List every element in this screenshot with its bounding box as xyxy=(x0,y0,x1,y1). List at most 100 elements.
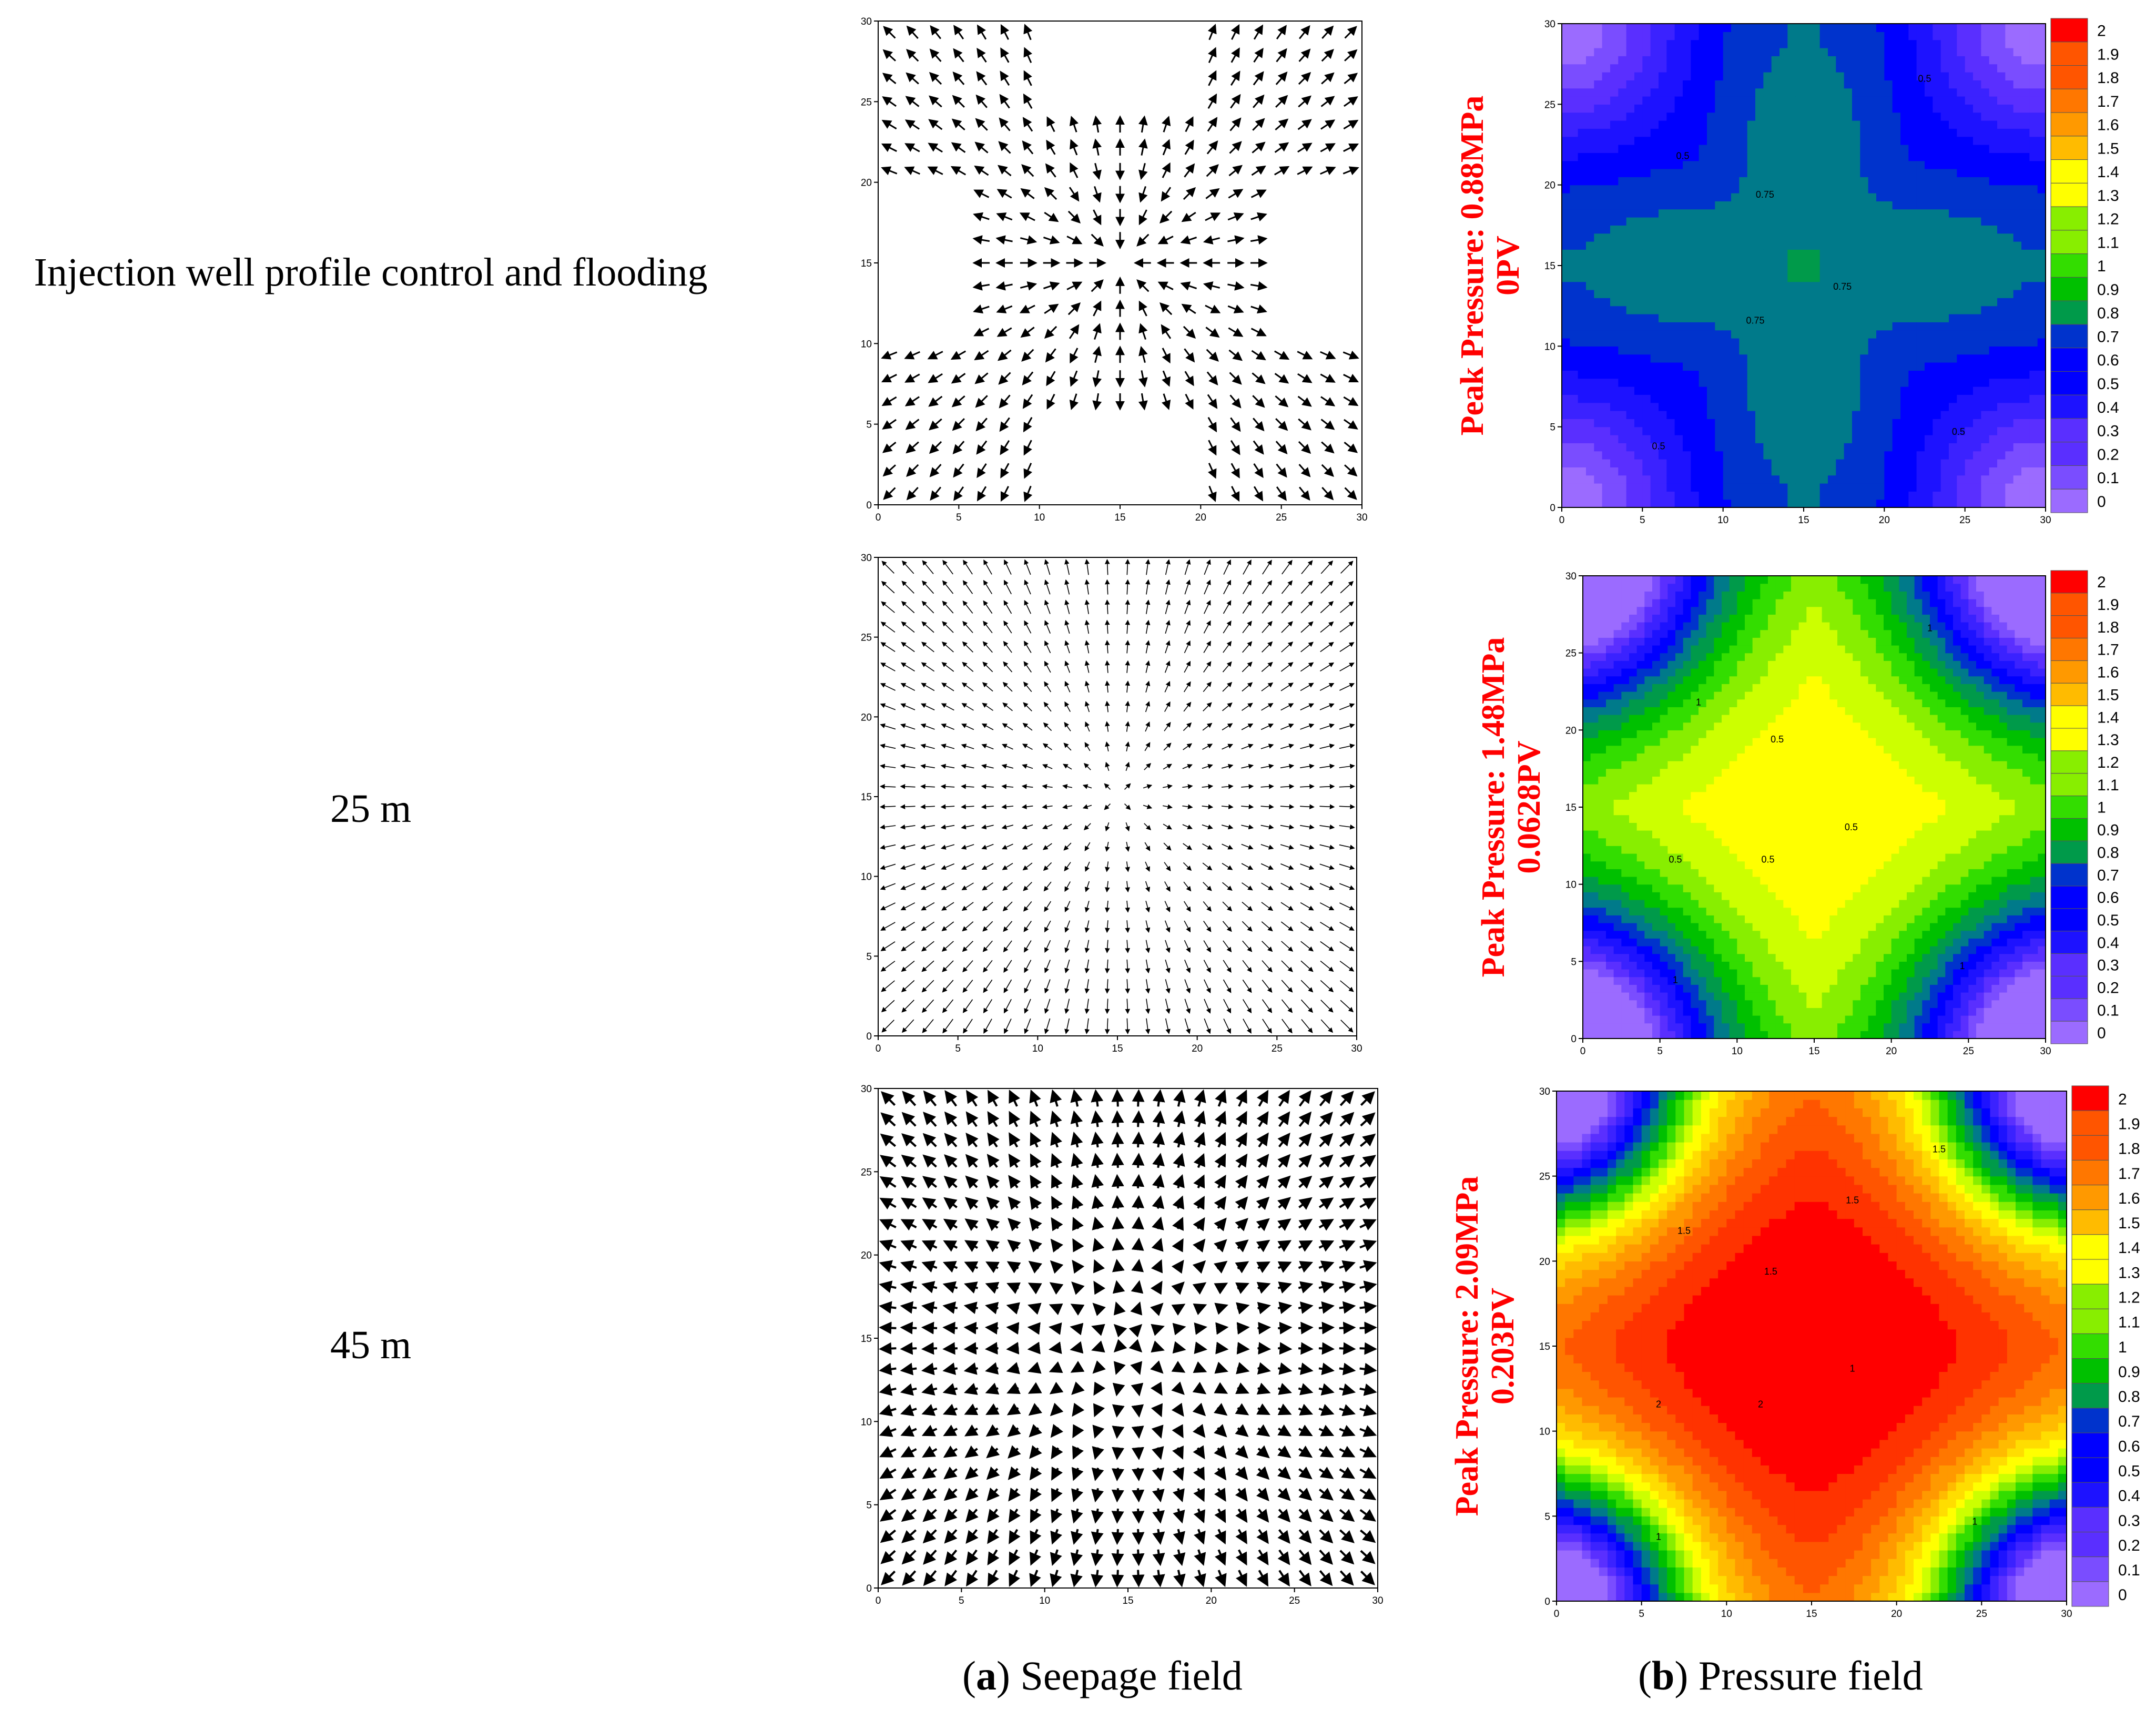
flow-arrow xyxy=(1050,1549,1062,1566)
pressure-cell xyxy=(1892,225,1901,234)
flow-arrow xyxy=(1001,804,1014,809)
flow-arrow xyxy=(1235,1175,1248,1189)
flow-arrow xyxy=(1262,999,1273,1013)
pressure-cell xyxy=(1940,48,1949,56)
pressure-cell xyxy=(1747,330,1756,339)
flow-arrow xyxy=(1207,463,1217,479)
flow-arrow xyxy=(1183,722,1192,731)
pressure-cell xyxy=(1731,39,1740,48)
pressure-cell xyxy=(1892,96,1901,105)
pressure-cell xyxy=(1779,249,1788,258)
flow-arrow xyxy=(880,1155,897,1168)
pressure-cell xyxy=(2013,249,2022,258)
flow-arrow xyxy=(1223,960,1232,973)
pressure-cell xyxy=(1674,169,1683,177)
flow-arrow xyxy=(1320,1019,1334,1033)
pressure-cell xyxy=(1626,152,1635,161)
pressure-cell xyxy=(1683,322,1691,331)
pressure-cell xyxy=(1997,225,2006,234)
pressure-cell xyxy=(1819,459,1828,467)
pressure-cell xyxy=(1715,128,1724,137)
flow-arrow xyxy=(1235,1196,1248,1210)
pressure-cell xyxy=(1715,491,1724,500)
flow-arrow xyxy=(880,1509,897,1522)
pressure-cell xyxy=(1933,39,1941,48)
pressure-cell xyxy=(1570,290,1579,298)
pressure-cell xyxy=(1884,451,1893,460)
pressure-cell xyxy=(1715,346,1724,355)
flow-arrow xyxy=(1221,804,1234,809)
pressure-cell xyxy=(1626,491,1635,500)
pressure-cell xyxy=(1683,394,1691,403)
pressure-cell xyxy=(1949,225,1957,234)
flow-arrow xyxy=(1084,999,1090,1014)
pressure-cell xyxy=(1618,298,1627,307)
pressure-cell xyxy=(1610,330,1619,339)
pressure-cell xyxy=(1836,185,1845,194)
pressure-cell xyxy=(1892,411,1901,419)
flow-arrow xyxy=(906,25,919,39)
pressure-cell xyxy=(1989,338,1998,347)
pressure-cell xyxy=(1965,225,1974,234)
pressure-cell xyxy=(1868,80,1877,89)
flow-arrow xyxy=(1007,1424,1021,1437)
pressure-cell xyxy=(1610,386,1619,395)
flow-arrow xyxy=(1339,1467,1356,1479)
pressure-cell xyxy=(1602,266,1611,274)
pressure-cell xyxy=(1787,419,1796,428)
pressure-cell xyxy=(1940,306,1949,314)
flow-arrow xyxy=(1202,764,1213,769)
pressure-cell xyxy=(1892,56,1901,65)
pressure-cell xyxy=(1900,467,1909,476)
flow-arrow xyxy=(1125,861,1130,872)
pressure-cell xyxy=(2005,475,2014,484)
pressure-cell xyxy=(1618,426,1627,435)
pressure-cell xyxy=(1586,435,1594,443)
pressure-cell xyxy=(1965,362,1974,371)
pressure-cell xyxy=(1997,443,2006,452)
pressure-cell xyxy=(1634,314,1643,322)
pressure-cell xyxy=(1763,411,1772,419)
y-tick-label: 15 xyxy=(861,1334,872,1345)
pressure-cell xyxy=(1908,120,1917,129)
pressure-cell xyxy=(1812,426,1821,435)
pressure-cell xyxy=(1626,24,1635,32)
pressure-cell xyxy=(1707,290,1715,298)
pressure-cell xyxy=(1989,467,1998,476)
pressure-cell xyxy=(1707,56,1715,65)
flow-arrow xyxy=(1207,394,1218,409)
flow-arrow xyxy=(1164,660,1171,673)
pressure-cell xyxy=(1562,354,1570,363)
pressure-cell xyxy=(1916,298,1925,307)
flow-arrow xyxy=(1105,721,1110,732)
flow-arrow xyxy=(1277,1218,1291,1231)
pressure-cell xyxy=(1795,88,1804,97)
flow-arrow xyxy=(1277,1197,1291,1210)
pressure-cell xyxy=(1940,491,1949,500)
pressure-cell xyxy=(1626,96,1635,105)
flow-arrow xyxy=(1105,741,1110,752)
pressure-cell xyxy=(1634,426,1643,435)
pressure-cell xyxy=(1674,145,1683,153)
flow-arrow xyxy=(1145,619,1151,634)
pressure-cell xyxy=(1683,386,1691,395)
pressure-cell xyxy=(1634,362,1643,371)
flow-arrow xyxy=(1044,559,1051,575)
pressure-cell xyxy=(1900,411,1909,419)
pressure-cell xyxy=(1618,290,1627,298)
pressure-cell xyxy=(1916,48,1925,56)
flow-arrow xyxy=(880,883,896,890)
flow-arrow xyxy=(1276,48,1287,63)
pressure-cell xyxy=(1602,483,1611,492)
pressure-cell xyxy=(1779,39,1788,48)
flow-arrow xyxy=(1044,187,1057,200)
pressure-cell xyxy=(1779,233,1788,242)
pressure-cell xyxy=(1723,120,1732,129)
pressure-cell xyxy=(1747,386,1756,395)
pressure-cell xyxy=(1747,32,1756,40)
flow-arrow xyxy=(881,143,897,152)
flow-arrow xyxy=(1143,804,1153,809)
pressure-cell xyxy=(1787,169,1796,177)
pressure-cell xyxy=(1852,426,1860,435)
pressure-cell xyxy=(1666,290,1675,298)
